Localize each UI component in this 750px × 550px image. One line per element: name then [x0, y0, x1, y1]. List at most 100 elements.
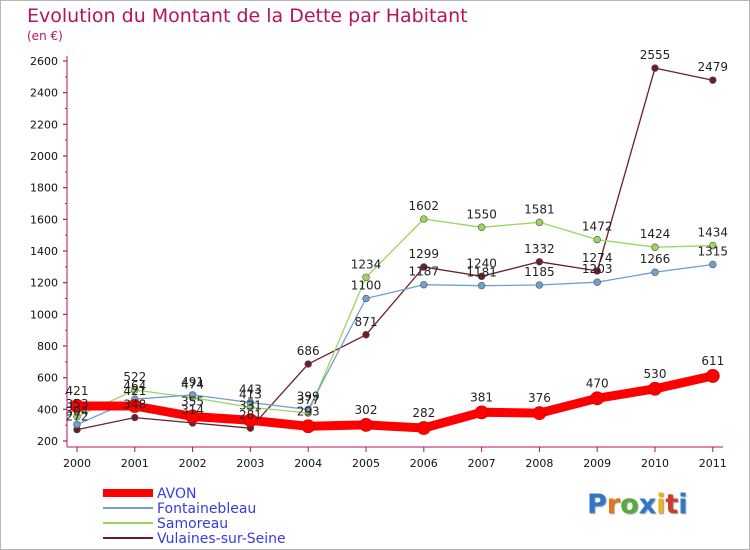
y-tick-label: 800 — [37, 340, 58, 353]
data-point — [648, 381, 662, 396]
data-point — [474, 405, 489, 420]
y-tick-label: 1800 — [30, 182, 58, 195]
data-label: 399 — [297, 389, 320, 403]
data-point — [362, 294, 370, 303]
y-tick-label: 1200 — [30, 277, 58, 290]
data-label: 1434 — [698, 226, 729, 240]
data-label: 1266 — [640, 252, 671, 266]
x-tick-label: 2008 — [525, 457, 553, 470]
data-point — [477, 281, 486, 290]
data-label: 1424 — [640, 227, 671, 241]
logo-letter: P — [587, 489, 607, 520]
data-point — [243, 413, 258, 428]
data-point — [131, 413, 139, 422]
y-tick-label: 1600 — [30, 213, 58, 226]
data-label: 381 — [470, 390, 493, 404]
data-label: 1332 — [524, 242, 555, 256]
data-label: 2555 — [640, 48, 671, 62]
legend-label: AVON — [157, 486, 197, 502]
series-line-vulaines-sur-seine — [76, 67, 714, 431]
data-label: 491 — [181, 375, 204, 389]
data-label: 530 — [644, 367, 667, 381]
y-tick-label: 1000 — [30, 308, 58, 321]
data-point — [532, 406, 547, 421]
logo-letter: o — [620, 489, 639, 520]
data-point — [246, 398, 255, 407]
x-tick-label: 2004 — [294, 457, 322, 470]
data-point — [477, 272, 486, 281]
data-point — [188, 391, 197, 399]
data-label: 272 — [66, 410, 89, 424]
data-point — [651, 268, 659, 276]
data-point — [362, 273, 370, 281]
data-label: 686 — [297, 344, 320, 358]
series-line-fontainebleau — [76, 263, 714, 426]
data-point — [73, 420, 81, 429]
data-label: 474 — [181, 378, 204, 392]
data-label: 1203 — [582, 262, 613, 276]
data-label: 1472 — [582, 220, 613, 234]
x-tick-label: 2010 — [641, 457, 669, 470]
data-label: 1100 — [351, 279, 382, 293]
data-point — [593, 267, 601, 275]
y-tick-label: 400 — [37, 403, 58, 416]
data-label: 1550 — [466, 207, 497, 221]
data-label: 1181 — [466, 266, 497, 280]
data-point — [301, 419, 316, 434]
data-label: 1581 — [524, 202, 555, 216]
data-label: 443 — [239, 383, 262, 397]
legend-label: Vulaines-sur-Seine — [157, 531, 286, 547]
data-label: 421 — [66, 384, 89, 398]
y-tick-label: 600 — [37, 372, 58, 385]
chart-title: Evolution du Montant de la Dette par Hab… — [27, 5, 468, 27]
logo-letter: i — [678, 489, 688, 520]
data-label: 377 — [297, 393, 320, 407]
x-tick-label: 2003 — [236, 457, 264, 470]
data-label: 331 — [239, 398, 262, 412]
y-tick-label: 2000 — [30, 150, 58, 163]
data-label: 522 — [123, 370, 146, 384]
y-tick-label: 200 — [37, 435, 58, 448]
data-point — [709, 260, 717, 269]
data-label: 421 — [123, 384, 146, 398]
data-point — [535, 258, 544, 266]
x-tick-label: 2011 — [699, 457, 727, 470]
data-label: 1187 — [409, 265, 440, 279]
x-tick-label: 2001 — [121, 457, 149, 470]
data-label: 1274 — [582, 251, 613, 265]
proxiti-logo: Proxiti — [587, 489, 688, 520]
data-point — [362, 331, 370, 339]
data-point — [304, 405, 312, 414]
y-tick-label: 2400 — [30, 87, 58, 100]
data-point — [535, 218, 544, 227]
series-lines — [72, 67, 718, 433]
data-label: 355 — [181, 394, 204, 408]
data-label: 2479 — [698, 60, 729, 74]
x-tick-label: 2005 — [352, 457, 380, 470]
chart-unit-label: (en €) — [27, 29, 63, 43]
data-label: 464 — [123, 379, 146, 393]
data-label: 302 — [355, 403, 378, 417]
data-label: 293 — [297, 404, 320, 418]
logo-letter: i — [656, 489, 666, 520]
data-label: 470 — [586, 376, 609, 390]
data-point — [185, 409, 200, 424]
data-label: 611 — [701, 354, 724, 368]
series-line-samoreau — [76, 218, 714, 418]
series-markers — [70, 64, 720, 435]
data-point — [535, 281, 544, 289]
data-labels: 272 348 314 281 686 871 1299 1240 1332 1274 2555 24… — [66, 48, 729, 423]
data-label: 348 — [123, 398, 146, 412]
data-point — [70, 399, 84, 413]
data-point — [420, 215, 428, 223]
y-tick-label: 1400 — [30, 245, 58, 258]
x-tick-label: 2007 — [468, 457, 496, 470]
data-point — [359, 417, 373, 432]
data-point — [705, 369, 720, 383]
data-label: 1315 — [698, 244, 729, 258]
x-tick-label: 2002 — [179, 457, 207, 470]
data-label: 1234 — [351, 257, 382, 271]
data-point — [416, 421, 431, 435]
